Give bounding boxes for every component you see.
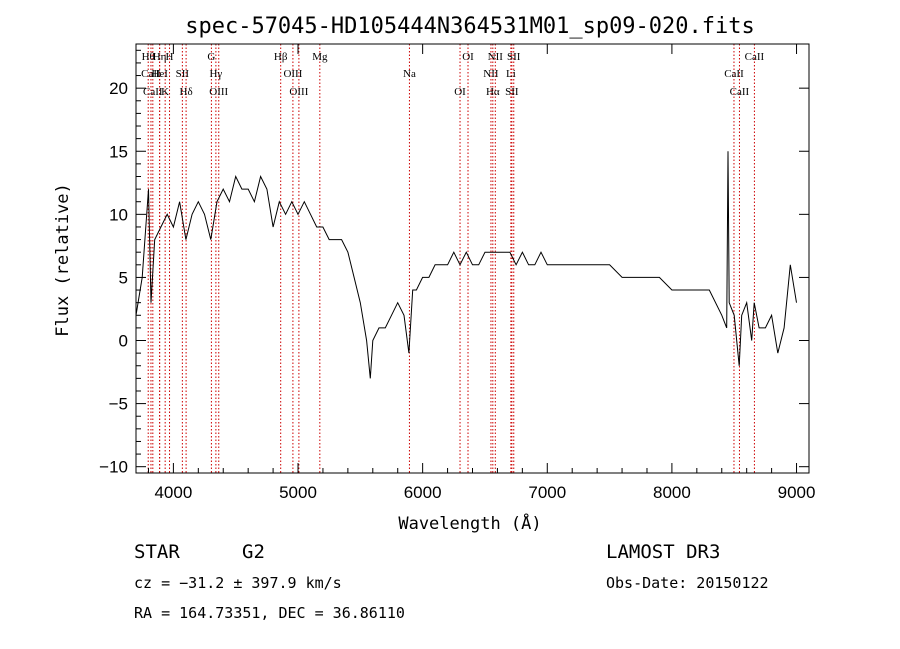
line-marker-label: SII: [176, 68, 190, 80]
obs-date: Obs-Date: 20150122: [606, 574, 769, 592]
y-tick-label: 15: [109, 142, 128, 161]
object-subclass: G2: [242, 541, 265, 563]
spectrum-line: [135, 151, 797, 379]
line-marker-label: Hγ: [209, 68, 222, 80]
survey-name: LAMOST DR3: [606, 541, 720, 563]
y-tick-label: 20: [109, 79, 128, 98]
x-tick-label: 7000: [528, 483, 566, 502]
y-axis: −10 −5 0 5 10 15 20: [99, 49, 809, 477]
line-marker-label: CaII: [143, 86, 163, 98]
line-marker-labels: HθCaIICaIIHηHeIKHSIIHδGHγOIIIHβOIIIOIIIM…: [141, 51, 764, 98]
line-marker-label: Hα: [486, 86, 500, 98]
x-tick-label: 9000: [778, 483, 816, 502]
line-marker-label: CaII: [745, 51, 765, 63]
coordinates-text: RA = 164.73351, DEC = 36.86110: [134, 604, 405, 622]
x-axis: 4000 5000 6000 7000 8000 9000: [147, 44, 816, 502]
line-marker-label: Mg: [312, 51, 328, 63]
line-marker-label: OIII: [283, 68, 302, 80]
line-marker-label: CaII: [141, 68, 161, 80]
line-marker-label: K: [161, 86, 169, 98]
line-marker-label: SII: [505, 86, 519, 98]
x-tick-label: 5000: [279, 483, 317, 502]
x-axis-label: Wavelength (Å): [398, 512, 541, 534]
object-class: STAR: [134, 541, 180, 563]
line-marker-label: Hθ: [142, 51, 155, 63]
line-marker-label: Na: [403, 68, 416, 80]
y-tick-label: 5: [119, 268, 128, 287]
line-marker-label: NII: [488, 51, 504, 63]
y-axis-label: Flux (relative): [53, 183, 73, 337]
redshift-text: cz = −31.2 ± 397.9 km/s: [134, 574, 342, 592]
line-marker-label: Hβ: [274, 51, 288, 63]
line-marker-label: Hη: [153, 51, 167, 63]
line-marker-label: OIII: [289, 86, 308, 98]
line-marker-label: OI: [462, 51, 474, 63]
y-tick-label: −10: [99, 458, 128, 477]
line-marker-label: H: [166, 51, 174, 63]
line-marker-label: SII: [507, 51, 521, 63]
line-marker-label: Li: [506, 68, 516, 80]
y-tick-label: 0: [119, 332, 128, 351]
x-tick-label: 8000: [653, 483, 691, 502]
y-tick-label: −5: [109, 395, 128, 414]
plot-frame: [135, 43, 810, 474]
line-markers: [147, 44, 755, 473]
line-marker-label: CaII: [724, 68, 744, 80]
line-marker-label: OI: [454, 86, 466, 98]
line-marker-label: CaII: [730, 86, 750, 98]
chart-title: spec-57045-HD105444N364531M01_sp09-020.f…: [185, 14, 755, 39]
y-tick-label: 10: [109, 205, 128, 224]
x-tick-label: 4000: [154, 483, 192, 502]
x-tick-label: 6000: [404, 483, 442, 502]
line-marker-label: OIII: [209, 86, 228, 98]
line-marker-label: HeI: [151, 68, 168, 80]
line-marker-label: Hδ: [180, 86, 193, 98]
line-marker-label: NII: [483, 68, 499, 80]
line-marker-label: G: [207, 51, 215, 63]
